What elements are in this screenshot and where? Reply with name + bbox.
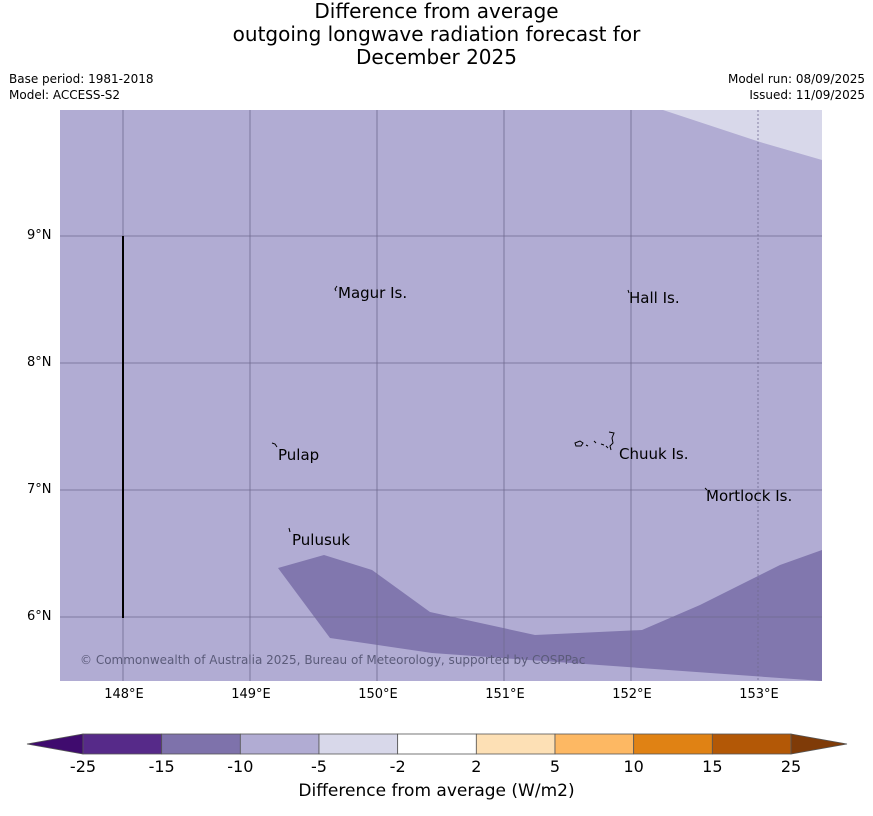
pulap-island-shape (271, 442, 278, 448)
map-panel (60, 110, 822, 681)
issued-date: Issued: 11/09/2025 (749, 88, 865, 102)
colorbar-extend-low (26, 733, 84, 755)
island-outlines (271, 285, 708, 533)
pulusuk-island-shape (288, 527, 291, 533)
title-line-1: Difference from average (314, 0, 559, 23)
colorbar-tick-label: 5 (549, 757, 561, 776)
base-period: Base period: 1981-2018 (9, 72, 154, 86)
colorbar-segment (711, 733, 792, 755)
place-hall: Hall Is. (629, 289, 680, 307)
place-magur: Magur Is. (338, 284, 408, 302)
colorbar-segment (633, 733, 713, 755)
title-line-3: December 2025 (356, 45, 517, 69)
magur-island-shape (334, 285, 338, 292)
colorbar-segment (318, 733, 399, 755)
mortlock-island-shape (704, 487, 708, 491)
model-run: Model run: 08/09/2025 (727, 72, 865, 86)
anomaly-band-minus15-minus10 (278, 550, 822, 681)
colorbar (26, 733, 848, 755)
place-pulap: Pulap (278, 446, 320, 464)
lon-label-152e: 152°E (612, 687, 652, 702)
lat-label-8n: 8°N (27, 355, 52, 370)
map-canvas (60, 110, 822, 681)
colorbar-tick-label: -2 (389, 757, 406, 776)
lon-label-148e: 148°E (104, 687, 144, 702)
model-name: Model: ACCESS-S2 (9, 88, 121, 102)
colorbar-segment (161, 733, 241, 755)
colorbar-tick-label: -15 (148, 757, 175, 776)
colorbar-segment (397, 733, 477, 755)
hall-island-shape (627, 289, 630, 294)
place-mortlock: Mortlock Is. (706, 487, 793, 505)
lon-label-151e: 151°E (485, 687, 525, 702)
colorbar-label: Difference from average (W/m2) (298, 781, 575, 801)
place-chuuk: Chuuk Is. (619, 445, 689, 463)
colorbar-tick-label: -25 (69, 757, 97, 776)
title-line-2: outgoing longwave radiation forecast for (232, 22, 641, 46)
colorbar-tick-label: 15 (702, 757, 723, 776)
colorbar-tick-label: -5 (311, 757, 327, 776)
gridlines (60, 110, 822, 681)
colorbar-extend-high (790, 733, 848, 755)
lat-label-6n: 6°N (27, 609, 52, 624)
colorbar-segment (239, 733, 320, 755)
anomaly-band-minus5-minus2 (663, 110, 822, 160)
colorbar-tick-label: 2 (471, 757, 482, 776)
chuuk-islands-shape (574, 431, 615, 451)
colorbar-segment (554, 733, 635, 755)
colorbar-segment (82, 733, 163, 755)
anomaly-band-minus10-minus5 (60, 110, 822, 681)
lon-label-150e: 150°E (358, 687, 398, 702)
place-pulusuk: Pulusuk (292, 531, 350, 549)
colorbar-tick-label: -10 (227, 757, 254, 776)
meta-right: Model run: 08/09/2025 Issued: 11/09/2025 (728, 71, 865, 103)
lat-label-7n: 7°N (27, 482, 52, 497)
colorbar-tick-label: 25 (780, 757, 802, 776)
lon-label-153e: 153°E (739, 687, 779, 702)
lat-label-9n: 9°N (27, 228, 52, 243)
copyright-notice: © Commonwealth of Australia 2025, Bureau… (80, 653, 586, 667)
colorbar-tick-label: 10 (623, 757, 644, 776)
map-title: Difference from average outgoing longwav… (0, 0, 873, 69)
lon-label-149e: 149°E (231, 687, 271, 702)
meta-left: Base period: 1981-2018 Model: ACCESS-S2 (9, 71, 154, 103)
colorbar-segment (475, 733, 556, 755)
